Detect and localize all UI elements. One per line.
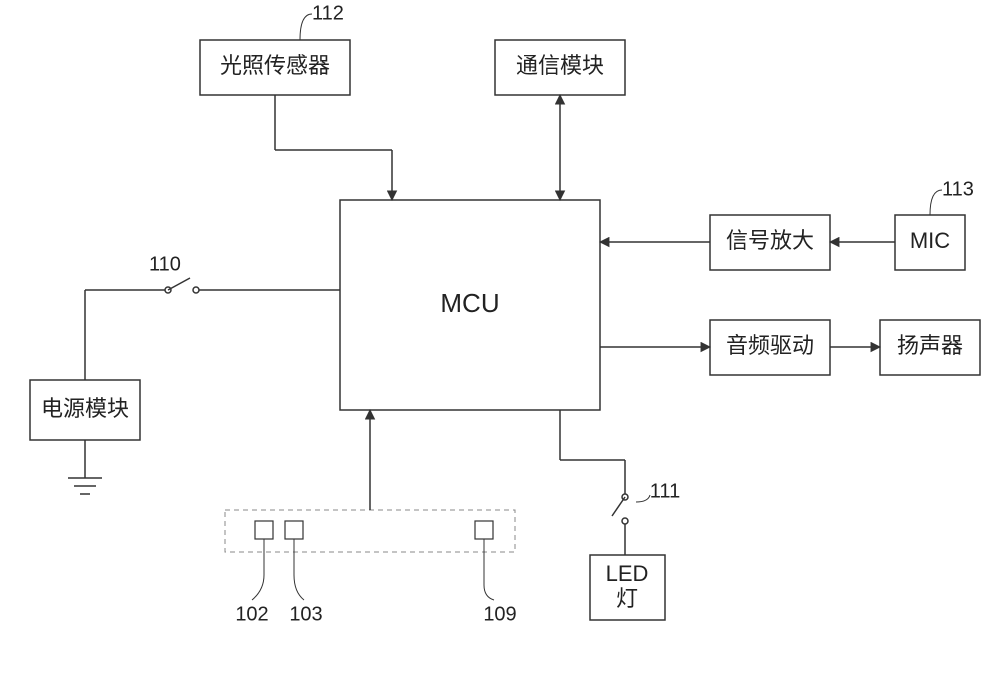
ref-110: 110 <box>149 253 181 275</box>
ref-leader-102 <box>252 539 264 600</box>
led-label-2: 灯 <box>616 586 638 611</box>
sig-amp-label: 信号放大 <box>726 228 814 253</box>
ref-109: 109 <box>483 603 516 625</box>
key-a <box>255 521 273 539</box>
ref-103: 103 <box>289 603 322 625</box>
sw111-blade <box>612 497 625 516</box>
sw110-term-b <box>193 287 199 293</box>
key-b <box>285 521 303 539</box>
sw110-blade <box>168 278 190 290</box>
ref-leader-112 <box>300 14 312 40</box>
ref-leader-103 <box>294 539 304 600</box>
ref-leader-109 <box>484 539 494 600</box>
comm-label: 通信模块 <box>516 53 604 78</box>
ref-102: 102 <box>235 603 268 625</box>
ref-112: 112 <box>312 2 344 24</box>
ref-113: 113 <box>942 178 974 200</box>
ref-111: 111 <box>650 480 680 502</box>
led-label-1: LED <box>606 561 649 586</box>
light-sensor-label: 光照传感器 <box>220 53 330 78</box>
power-label: 电源模块 <box>41 396 129 421</box>
key-c <box>475 521 493 539</box>
mcu-label: MCU <box>440 288 499 318</box>
ref-leader-113 <box>930 190 942 215</box>
sw111-term-b <box>622 518 628 524</box>
block-diagram: MCU 光照传感器 112 通信模块 信号放大 MIC 113 音频驱动 扬声器… <box>0 0 1000 675</box>
ref-leader-111 <box>636 495 650 502</box>
mic-label: MIC <box>910 228 950 253</box>
speaker-label: 扬声器 <box>897 333 963 358</box>
audio-drv-label: 音频驱动 <box>726 333 814 358</box>
